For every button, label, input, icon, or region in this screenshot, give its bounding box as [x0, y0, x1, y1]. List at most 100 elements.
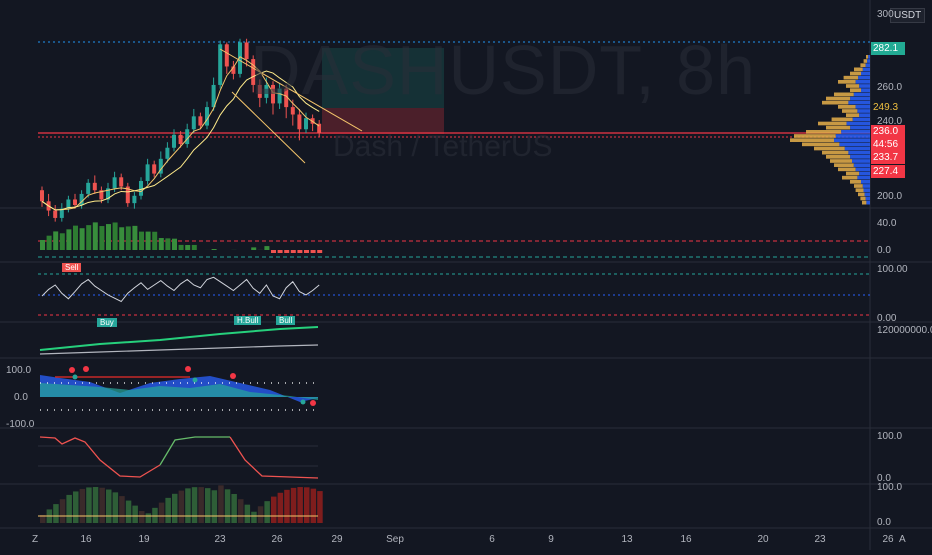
vol-bar: [119, 496, 125, 523]
auto-scale-button[interactable]: A: [899, 534, 906, 545]
volume-profile-bar: [830, 159, 852, 163]
macd-bar: [119, 227, 124, 250]
time-tick: 19: [138, 534, 149, 545]
wt-sell-dot: [185, 366, 191, 372]
vol-bar: [264, 501, 270, 523]
price-tick: 260.0: [877, 82, 902, 93]
time-tick: 26: [271, 534, 282, 545]
price-tag-last: 236.0: [871, 125, 905, 138]
volume-profile-bar: [814, 147, 845, 151]
rsi-tick: 100.00: [877, 264, 908, 275]
vol-bar: [212, 490, 218, 523]
macd-bar: [297, 250, 302, 253]
volume-profile-bar: [854, 93, 870, 97]
volume-profile-bar: [848, 151, 870, 155]
vol-bar: [93, 487, 99, 523]
volume-profile-bar: [838, 80, 856, 84]
candle-body: [152, 164, 156, 173]
volume-profile-bar: [842, 176, 857, 180]
vol-bar: [106, 490, 112, 523]
macd-bar: [40, 240, 45, 250]
symbol-watermark: DASHUSDT, 8h: [250, 30, 756, 110]
macd-bar: [106, 224, 111, 250]
wt-tick: 0.0: [14, 392, 28, 403]
countdown-tag: 44:56: [871, 138, 905, 151]
volume-profile-bar: [866, 55, 868, 59]
volume-profile-bar: [836, 134, 870, 138]
macd-bar: [93, 222, 98, 250]
vol-bar: [139, 511, 145, 523]
macd-bar: [172, 239, 177, 250]
stoch-line-up: [160, 437, 230, 465]
volume-profile-bar: [826, 97, 850, 101]
volume-profile-bar: [850, 126, 870, 130]
zoom-button[interactable]: Z: [32, 534, 38, 545]
macd-bar: [126, 226, 131, 250]
vol-bar: [291, 488, 297, 523]
wt-sell-dot: [310, 400, 316, 406]
vol-bar: [198, 487, 204, 523]
volume-profile-bar: [861, 88, 870, 92]
volume-profile-bar: [846, 84, 859, 88]
vol-bar: [251, 512, 257, 523]
macd-bar: [132, 226, 137, 250]
volume-profile-bar: [860, 197, 865, 201]
vol-bar: [172, 494, 178, 523]
vol-bar: [86, 487, 92, 523]
volume-profile-bar: [858, 76, 870, 80]
macd-bar: [53, 231, 58, 250]
wt-buy-dot: [193, 378, 198, 383]
candle-body: [297, 114, 301, 129]
wt-sell-dot: [83, 366, 89, 372]
volume-profile-bar: [862, 201, 866, 205]
candle-body: [113, 177, 117, 188]
macd-bar: [165, 238, 170, 250]
vol-bar: [231, 494, 237, 523]
candle-body: [172, 135, 176, 148]
wt-tick: -100.0: [6, 419, 34, 430]
volume-profile-bar: [838, 168, 856, 172]
volume-profile-bar: [860, 63, 865, 67]
volume-profile-bar: [857, 109, 870, 113]
macd-tick: 0.0: [877, 245, 891, 256]
volume-profile-bar: [859, 172, 870, 176]
rsi-sell-label: Sell: [62, 263, 81, 272]
volume-profile-bar: [856, 168, 870, 172]
currency-badge[interactable]: USDT: [890, 8, 925, 23]
candle-body: [225, 44, 229, 66]
volume-profile-bar: [853, 118, 870, 122]
volume-profile-bar: [850, 180, 861, 184]
volume-profile-bar: [863, 184, 870, 188]
candle-body: [192, 116, 196, 129]
volume-profile-bar: [857, 176, 870, 180]
macd-bar: [271, 250, 276, 253]
vol-bar: [311, 489, 317, 523]
macd-bar: [66, 229, 71, 250]
time-tick: Sep: [386, 534, 404, 545]
vol-bar: [278, 493, 284, 523]
vol-bar: [179, 491, 185, 523]
rsi-hbull-label: H.Bull: [234, 316, 261, 325]
price-tick: 300: [877, 9, 894, 20]
vol-bar: [317, 491, 323, 523]
vol-bar: [218, 485, 224, 523]
volume-profile-bar: [852, 159, 870, 163]
volume-profile-bar: [861, 72, 870, 76]
volume-profile-bar: [865, 193, 870, 197]
macd-bar: [86, 225, 91, 250]
rsi-bull-label: Bull: [276, 316, 295, 325]
volume-profile-bar: [868, 55, 870, 59]
vol-bar: [126, 501, 132, 523]
vol-bar: [165, 498, 171, 523]
vol-bar: [185, 488, 191, 523]
volume-profile-bar: [861, 180, 870, 184]
vol-bar: [192, 487, 198, 523]
time-tick: 6: [489, 534, 495, 545]
macd-bar: [278, 250, 283, 253]
volume-profile-bar: [859, 113, 870, 117]
volume-profile-bar: [846, 172, 859, 176]
vol-bar: [225, 489, 231, 523]
macd-bar: [73, 226, 78, 250]
vol-bar: [99, 488, 105, 523]
volume-profile-bar: [863, 68, 870, 72]
